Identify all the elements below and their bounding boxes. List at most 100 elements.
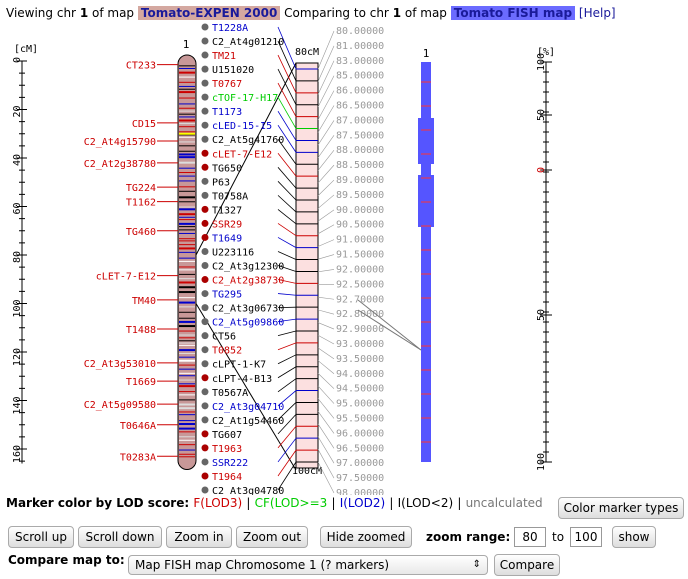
zoom-marker-label: TG295: [212, 290, 242, 301]
left-marker-label: CT233: [126, 61, 156, 72]
color-marker-types-button[interactable]: Color marker types: [558, 497, 684, 519]
left-scale-tick-label: 140: [12, 397, 23, 415]
zoom-marker-dot: [201, 177, 209, 185]
zoom-marker-label: TG650: [212, 163, 242, 174]
left-scale-tick-label: 0: [12, 57, 23, 63]
zoom-scale-connector: [317, 436, 335, 464]
zoom-scale-connector: [317, 347, 335, 360]
zoom-marker-connector: [277, 110, 297, 141]
zoom-marker-dot: [201, 444, 209, 452]
zoom-marker-dot: [201, 276, 209, 284]
right-scale-tick-label: 0: [536, 167, 547, 173]
left-chr-number: 1: [183, 38, 190, 51]
zoom-marker-dot: [201, 219, 209, 227]
left-marker-label: T1669: [126, 377, 156, 388]
zoom-scale-value: 92.80000: [336, 309, 384, 320]
zoom-marker-label: T0567A: [212, 388, 248, 399]
zoom-bracket-bottom: [195, 303, 297, 471]
zoom-marker-connector: [277, 209, 297, 225]
zoom-marker-label: cLPT-1-K7: [212, 360, 266, 371]
zoom-scale-value: 95.50000: [336, 413, 384, 424]
zoom-in-button[interactable]: Zoom in: [166, 526, 232, 548]
zoom-marker-label: T1327: [212, 205, 242, 216]
zoom-marker-connector: [277, 330, 297, 337]
compare-button[interactable]: Compare: [494, 554, 560, 576]
zoom-marker-label: TG607: [212, 430, 242, 441]
zoom-range-label: zoom range:: [426, 530, 511, 544]
zoom-marker-label: T1964: [212, 472, 242, 483]
zoom-scale-connector: [317, 150, 335, 171]
show-button[interactable]: show: [612, 526, 656, 548]
zoom-marker-connector: [277, 153, 297, 177]
help-link[interactable]: [Help]: [578, 6, 616, 20]
left-marker-label: T0646A: [120, 421, 156, 432]
zoom-marker-label: T0767: [212, 79, 242, 90]
zoom-marker-dot: [201, 318, 209, 326]
zoom-scale-value: 92.50000: [336, 279, 384, 290]
map2-name[interactable]: Tomato FISH map: [450, 6, 576, 20]
zoom-to-input[interactable]: 100: [570, 527, 602, 547]
zoom-marker-label: CT56: [212, 332, 236, 343]
zoom-marker-connector: [277, 139, 297, 165]
zoom-scale-connector: [317, 398, 335, 419]
zoom-marker-label: P63: [212, 177, 230, 188]
left-marker-label: C2_At4g15790: [84, 137, 156, 148]
zoom-marker-dot: [201, 388, 209, 396]
zoom-marker-dot: [201, 360, 209, 368]
zoom-scale-connector: [317, 224, 335, 235]
left-scale-tick-label: 120: [12, 348, 23, 366]
zoom-marker-connector: [277, 54, 297, 93]
legend-sep-3: |: [389, 496, 394, 510]
zoom-marker-dot: [201, 121, 209, 129]
zoom-scale-value: 98.00000: [336, 488, 384, 495]
lod-legend: Marker color by LOD score: F(LOD3) | CF(…: [6, 496, 543, 510]
scroll-up-button[interactable]: Scroll up: [8, 526, 74, 548]
zoom-marker-label: C2_At3g12300: [212, 262, 284, 273]
zoom-marker-connector: [277, 223, 297, 237]
zoom-scale-value: 89.00000: [336, 175, 384, 186]
zoom-chr-body: [295, 62, 319, 469]
zoom-marker-dot: [201, 247, 209, 255]
zoom-scale-value: 91.50000: [336, 250, 384, 261]
left-marker-label: CD15: [132, 119, 156, 130]
zoom-marker-label: T0758A: [212, 191, 248, 202]
zoom-scale-connector: [317, 254, 335, 260]
legend-sep-4: |: [457, 496, 462, 510]
right-scale-tick-label: 100: [536, 53, 547, 71]
compare-map-select[interactable]: Map FISH map Chromosome 1 (? markers) ⇕: [128, 555, 488, 575]
right-scale-tick-label: 50: [536, 309, 547, 321]
zoom-scale-connector: [317, 209, 335, 222]
hide-zoomed-button[interactable]: Hide zoomed: [320, 526, 412, 548]
scroll-down-button[interactable]: Scroll down: [78, 526, 162, 548]
zoom-marker-dot: [201, 374, 209, 382]
zoom-scale-connector: [317, 296, 335, 300]
zoom-to-label: to: [552, 530, 565, 544]
left-marker-label: T0283A: [120, 452, 156, 463]
zoom-scale-connector: [317, 461, 335, 494]
zoom-marker-connector: [277, 390, 297, 407]
zoom-scale-connector: [317, 45, 335, 82]
zoom-from-input[interactable]: 80: [514, 527, 546, 547]
zoom-marker-dot: [201, 402, 209, 410]
zoom-marker-dot: [201, 51, 209, 59]
of-map-label: of map: [92, 6, 135, 20]
right-chr-body: [421, 62, 431, 462]
zoom-out-button[interactable]: Zoom out: [236, 526, 308, 548]
zoom-scale-connector: [317, 322, 335, 330]
right-chr-centromere-a: [418, 118, 434, 164]
legend-il: I(LOD<2): [397, 496, 454, 510]
zoom-marker-label: T1963: [212, 444, 242, 455]
zoom-scale-value: 90.00000: [336, 205, 384, 216]
zoom-marker-label: C2_At4g01210: [212, 37, 284, 48]
zoom-marker-connector: [277, 68, 297, 105]
zoom-marker-dot: [201, 290, 209, 298]
chr2-number: 1: [392, 6, 402, 20]
zoom-marker-dot: [201, 346, 209, 354]
map1-name[interactable]: Tomato-EXPEN 2000: [137, 6, 281, 20]
left-marker-label: TG460: [126, 227, 156, 238]
zoom-marker-connector: [277, 437, 297, 463]
zoom-scale-connector: [317, 75, 335, 108]
zoom-scale-value: 94.50000: [336, 384, 384, 395]
zoom-marker-dot: [201, 23, 209, 31]
zoom-scale-connector: [317, 90, 335, 120]
